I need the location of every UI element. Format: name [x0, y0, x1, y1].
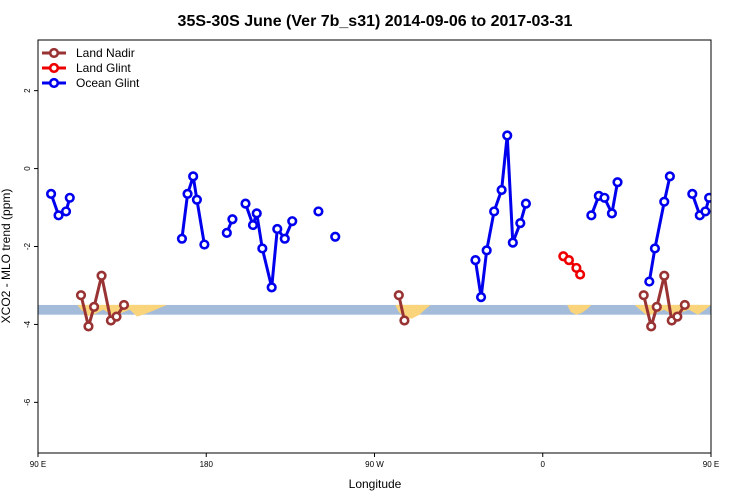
data-point-ocean-glint: [687, 188, 698, 200]
x-axis-title: Longitude: [349, 477, 402, 491]
y-axis-title: XCO2 - MLO trend (ppm): [0, 189, 13, 324]
y-tick-label: 0: [23, 166, 32, 171]
legend-label-land-glint: Land Glint: [76, 61, 131, 75]
data-point-ocean-glint: [700, 206, 711, 217]
data-point-ocean-glint: [496, 184, 507, 196]
data-point-ocean-glint: [287, 216, 298, 227]
data-point-ocean-glint: [649, 243, 661, 254]
data-point-ocean-glint: [191, 194, 203, 205]
data-point-land-nadir: [672, 311, 683, 322]
series-land-nadir: [75, 270, 690, 332]
y-tick-label: -4: [23, 320, 32, 328]
y-tick-label: -2: [23, 242, 32, 250]
x-tick-label: 90 W: [365, 460, 384, 469]
x-tick-label: 180: [200, 460, 214, 469]
data-point-ocean-glint: [247, 219, 259, 231]
data-point-land-nadir: [118, 299, 130, 311]
data-point-ocean-glint: [475, 292, 487, 303]
legend-label-ocean-glint: Ocean Glint: [76, 76, 140, 90]
data-point-ocean-glint: [182, 188, 193, 200]
data-point-ocean-glint: [489, 206, 500, 217]
y-tick-label: -6: [23, 398, 32, 406]
series-ocean-glint: [45, 130, 711, 303]
series-line-ocean-glint: [180, 174, 206, 245]
data-point-ocean-glint: [313, 206, 324, 217]
data-point-land-nadir: [393, 290, 404, 301]
data-point-ocean-glint: [199, 239, 210, 250]
data-point-ocean-glint: [45, 188, 57, 200]
data-point-land-nadir: [638, 290, 649, 301]
data-point-ocean-glint: [240, 198, 251, 209]
terrain-patch-3: [567, 304, 592, 315]
chart-title: 35S-30S June (Ver 7b_s31) 2014-09-06 to …: [178, 13, 573, 30]
data-point-ocean-glint: [520, 198, 532, 209]
data-point-ocean-glint: [64, 192, 75, 203]
data-point-ocean-glint: [266, 282, 277, 293]
legend-marker-land-glint: [48, 62, 60, 74]
x-tick-label: 90 E: [703, 460, 719, 469]
series-line-ocean-glint: [647, 176, 672, 282]
data-point-land-glint: [575, 269, 586, 280]
data-point-land-nadir: [659, 270, 670, 281]
reference-band: [38, 304, 711, 315]
data-point-ocean-glint: [507, 237, 518, 248]
data-point-ocean-glint: [664, 171, 675, 182]
data-point-land-nadir: [88, 301, 100, 312]
data-point-ocean-glint: [606, 208, 618, 219]
data-point-ocean-glint: [515, 218, 526, 229]
data-point-ocean-glint: [53, 210, 64, 221]
data-point-ocean-glint: [279, 233, 290, 244]
terrain-patch-1: [77, 304, 167, 317]
data-point-land-nadir: [399, 315, 410, 326]
legend-marker-ocean-glint: [48, 77, 60, 89]
data-point-ocean-glint: [60, 206, 72, 217]
legend-marker-land-nadir: [48, 47, 60, 59]
plot-area: [38, 130, 711, 332]
y-tick-label: 2: [23, 88, 32, 93]
data-point-land-nadir: [111, 311, 122, 322]
data-point-ocean-glint: [481, 245, 492, 256]
data-point-land-nadir: [75, 290, 87, 301]
data-point-ocean-glint: [704, 192, 711, 203]
data-point-ocean-glint: [470, 255, 481, 266]
data-point-ocean-glint: [176, 233, 188, 244]
data-point-land-nadir: [83, 321, 94, 332]
x-tick-label: 90 E: [30, 460, 46, 469]
plot-border: [37, 39, 712, 454]
data-point-ocean-glint: [586, 210, 597, 221]
series-line-ocean-glint: [473, 134, 528, 299]
data-point-ocean-glint: [330, 231, 341, 242]
data-point-ocean-glint: [644, 276, 655, 287]
x-tick-label: 0: [541, 460, 546, 469]
data-point-ocean-glint: [272, 223, 283, 235]
data-point-ocean-glint: [502, 130, 513, 141]
data-point-ocean-glint: [221, 227, 232, 238]
data-point-ocean-glint: [659, 196, 670, 207]
series-land-glint: [558, 251, 586, 280]
data-point-land-nadir: [651, 301, 662, 312]
data-point-ocean-glint: [227, 214, 238, 225]
legend-label-land-nadir: Land Nadir: [76, 46, 135, 60]
data-point-land-glint: [563, 255, 575, 266]
data-point-land-nadir: [96, 270, 107, 281]
data-point-ocean-glint: [599, 192, 610, 203]
data-point-ocean-glint: [257, 243, 268, 254]
data-point-land-nadir: [679, 299, 690, 311]
data-point-ocean-glint: [612, 177, 623, 188]
data-point-ocean-glint: [188, 171, 199, 182]
data-point-land-nadir: [646, 321, 657, 332]
data-point-ocean-glint: [251, 208, 262, 219]
